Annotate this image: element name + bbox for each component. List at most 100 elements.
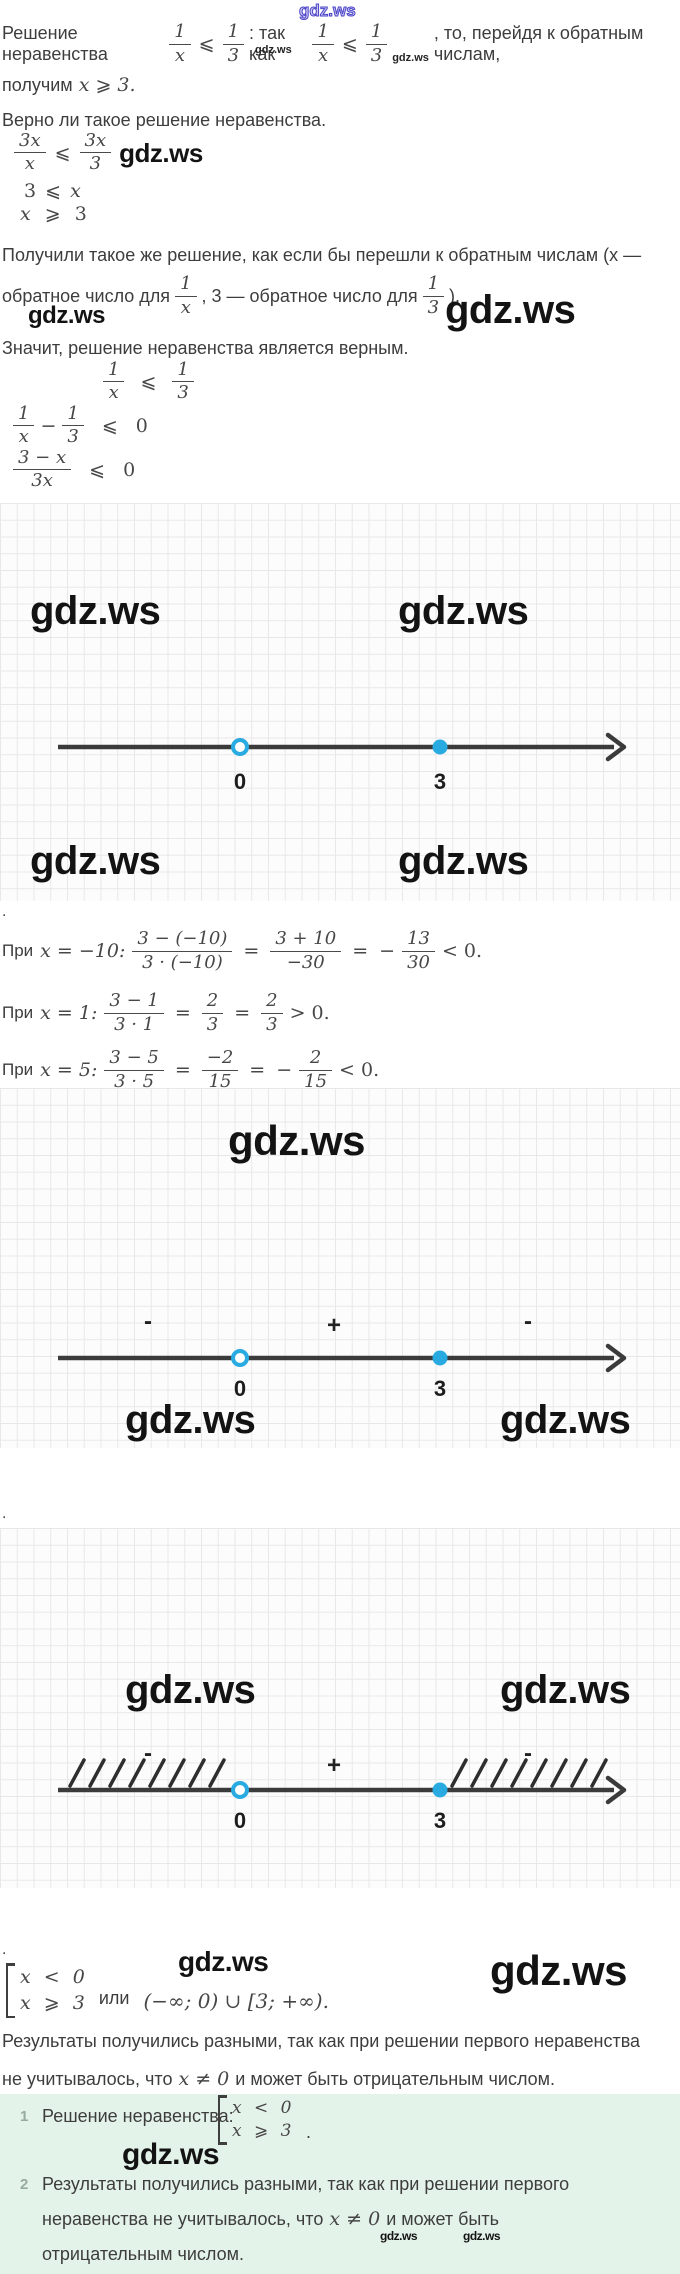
hatch-region-right [450,1758,608,1788]
tick-label-3: 3 [434,769,446,794]
open-point-0 [231,738,249,756]
intro-text-post: , то, перейдя к обратным числам, [433,23,644,64]
arrowhead-icon [605,1343,627,1373]
fraction-3x-over-x: 3x x [14,130,46,174]
number-line-figure-1: gdz.ws gdz.ws 0 3 gdz.ws gdz.ws [0,503,680,901]
open-point-0 [231,1349,249,1367]
sign-plus: + [327,1312,342,1339]
sign-minus-left: - [144,1740,152,1767]
system-row-1: x < 0 [232,2098,292,2118]
watermark: gdz.ws [125,1668,256,1712]
system-bracket: x < 0 x ⩾ 3 [217,2095,292,2145]
system-row-2: x ⩾ 3 [20,1991,85,2014]
result-note-line2: не учитывалось, что x ≠ 0 и может быть о… [2,2060,678,2098]
watermark: gdz.ws [500,1398,631,1442]
leq-sign: ⩽ [198,33,215,55]
fraction: 2 15 [299,1048,333,1091]
summary-item2-line3: отрицательным числом. [42,2244,244,2264]
or-word: или [98,1988,130,2009]
intro-line2-text: получим [2,74,73,95]
closed-point-3 [432,1782,448,1798]
summary-item1-period: . [306,2122,312,2142]
watermark: gdz.ws [398,839,529,883]
watermark: gdz.ws [398,589,529,633]
fraction: 3 − (−10) 3 · (−10) [132,929,233,972]
number-line-figure-2: gdz.ws - + - 0 3 gdz.ws gdz.ws [0,1088,680,1448]
number-line-1: 0 3 [58,732,627,794]
sign-plus: + [327,1752,342,1779]
summary-item2-line1: Результаты получились разными, так как п… [42,2174,570,2194]
stray-period: . [2,1505,7,1522]
intro-line2-math: x ⩾ 3. [78,74,136,96]
sign-minus-right: - [524,1308,532,1335]
conclusion-line: Значит, решение неравенства является вер… [2,338,409,358]
summary-item2-line2: неравенства не учитывалось, что x ≠ 0 и … [42,2208,499,2230]
fraction-3x-over-3: 3x 3 [79,130,112,174]
watermark-inline: gdz.ws [119,137,203,168]
watermark: gdz.ws [30,589,161,633]
watermark: gdz.ws [30,839,161,883]
stray-period: . [2,903,7,920]
summary-item1-label: Решение неравенства: [42,2106,234,2126]
sign-minus-left: - [144,1308,152,1335]
intro-line2: получим x ⩾ 3. [2,74,678,96]
number-line-3: 0 3 [58,1758,627,1833]
verify-row2: 3 ⩽ x [24,180,81,202]
verify-row1: 3x x ⩽ 3x 3 gdz.ws [14,130,203,174]
closed-point-3 [432,739,448,755]
fraction-3minusx-over-3x: 3 − x 3x [13,447,72,491]
fraction: 3 + 10 −30 [270,929,342,972]
system-row-1: x < 0 [20,1966,85,1988]
watermark-large: gdz.ws [490,1947,628,1994]
derive-row3: 3 − x 3x ⩽ 0 [13,447,135,491]
stray-period: . [2,1941,7,1958]
watermark-outline: gdz.ws [299,1,357,21]
interval-notation: (−∞; 0) ∪ [3; +∞). [143,1989,329,2014]
sign-minus-right: - [524,1740,532,1767]
summary-item2-number: 2 [20,2176,29,2193]
reciprocal-line1: Получили такое же решение, как если бы п… [2,245,642,265]
watermark-large-right: gdz.ws [445,288,576,332]
answer-row: x < 0 x ⩾ 3 или (−∞; 0) ∪ [3; +∞). [5,1962,329,2019]
sign-checks: При x = −10: 3 − (−10) 3 · (−10) = 3 + 10… [2,922,678,1098]
watermark: gdz.ws [228,1117,366,1164]
intro-text-pre: Решение неравенства [2,23,108,64]
check-row-1: При x = −10: 3 − (−10) 3 · (−10) = 3 + 10… [2,928,483,973]
minus-sign: − [276,1059,293,1081]
watermark-medium: gdz.ws [178,1946,269,1977]
watermark: gdz.ws [500,1668,631,1712]
tick-label-3: 3 [434,1808,446,1833]
open-point-0 [231,1781,249,1799]
minus-sign: − [379,940,396,962]
verify-question: Верно ли такое решение неравенства. [2,110,327,130]
tick-label-0: 0 [234,1376,246,1401]
summary-system: x < 0 x ⩾ 3 [217,2095,292,2145]
tick-label-0: 0 [234,1808,246,1833]
summary-item1-number: 1 [20,2108,29,2125]
result-note: Результаты получились разными, так как п… [2,2022,678,2098]
watermark-medium-left: gdz.ws [28,302,106,329]
watermark: gdz.ws [122,2138,220,2171]
summary-box: 1 Решение неравенства: x < 0 x ⩾ 3 . gdz… [0,2094,680,2274]
fraction: −2 15 [201,1048,239,1091]
number-line-figure-3: gdz.ws gdz.ws - + - 0 3 [0,1528,680,1888]
